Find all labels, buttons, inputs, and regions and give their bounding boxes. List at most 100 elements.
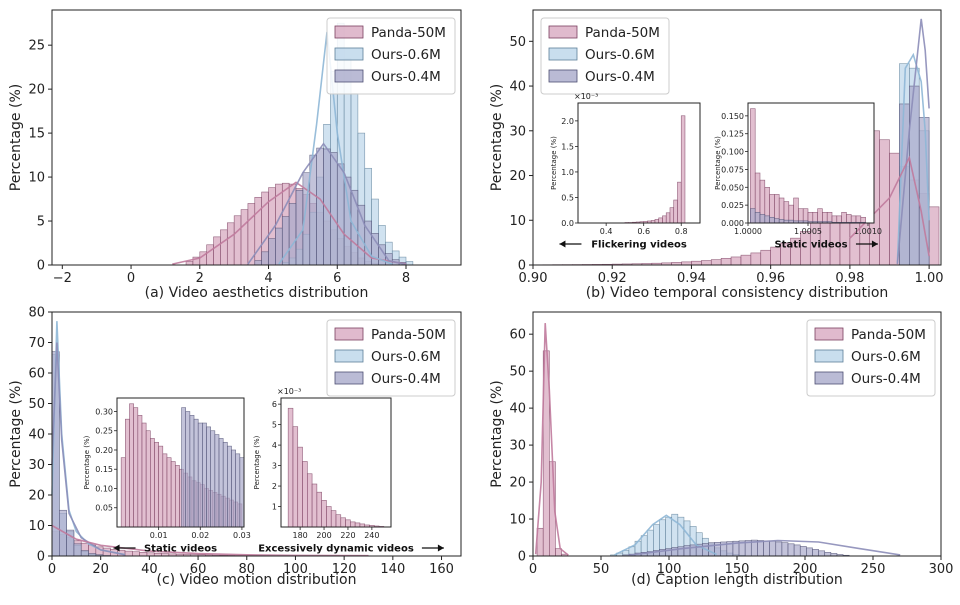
chart-a-xtick-label: 0 bbox=[127, 271, 135, 286]
chart-c-ytick-label: 50 bbox=[28, 397, 45, 412]
chart-b-legend: Panda-50M Ours-0.6M Ours-0.4M bbox=[540, 17, 670, 95]
inset-c2-scale-label: ×10⁻³ bbox=[277, 387, 301, 396]
inset-c2-bar-panda bbox=[335, 514, 342, 528]
chart-d-bar-ours04 bbox=[812, 549, 819, 557]
chart-a-legend-label-ours04: Ours-0.4M bbox=[371, 69, 441, 85]
chart-c-legend-label-ours04: Ours-0.4M bbox=[371, 371, 441, 387]
chart-c-bar-panda bbox=[132, 551, 140, 557]
inset-c1-bar-ours04 bbox=[185, 411, 191, 528]
inset-b2-bar-panda bbox=[850, 215, 857, 224]
chart-d-legend-swatch-panda bbox=[814, 327, 844, 341]
chart-d-xtick-label: 150 bbox=[725, 562, 750, 577]
inset-c1-bar-panda bbox=[145, 430, 151, 528]
chart-d-curve-ours04 bbox=[628, 539, 901, 557]
inset-c1-bar-panda bbox=[154, 441, 159, 528]
inset-b1-bar-panda bbox=[654, 219, 660, 224]
chart-c-curve-ours04 bbox=[51, 342, 126, 556]
inset-b2-bar-ours04 bbox=[778, 219, 785, 224]
inset-b2-ytick-label: 0.150 bbox=[721, 112, 744, 121]
chart-d-legend-label-panda: Panda-50M bbox=[851, 327, 926, 343]
chart-a-bar-ours04 bbox=[330, 152, 338, 266]
inset-b2-bar-panda bbox=[831, 215, 838, 224]
inset-c2-annotation: Excessively dynamic videos bbox=[258, 544, 414, 555]
inset-b2-bar-panda bbox=[817, 208, 823, 224]
chart-a-bar-panda bbox=[213, 236, 221, 266]
inset-c2-xtick-label: 240 bbox=[364, 531, 379, 540]
inset-c2-bar-panda bbox=[330, 510, 337, 528]
chart-d-bar-ours04 bbox=[757, 540, 764, 557]
inset-c1-bar-ours04 bbox=[193, 418, 199, 528]
inset-b2-arrowhead bbox=[871, 240, 878, 248]
chart-b-ytick-label: 0 bbox=[518, 259, 526, 274]
chart-a-bar-panda bbox=[233, 215, 242, 266]
chart-a-bar-ours06 bbox=[405, 261, 414, 266]
inset-b1-xtick-label: 0.6 bbox=[637, 227, 650, 236]
chart-b-curve-ours04 bbox=[896, 18, 930, 265]
inset-c1-bar-panda bbox=[129, 403, 134, 528]
chart-a-bar-ours04 bbox=[254, 260, 262, 266]
inset-b2-bar-ours04 bbox=[764, 215, 770, 224]
chart-c-legend-label-panda: Panda-50M bbox=[371, 327, 446, 343]
chart-a-curve-ours04 bbox=[247, 142, 407, 266]
inset-c1-annotation: Static videos bbox=[144, 544, 217, 555]
inset-b1-ytick-label: 0.0 bbox=[561, 219, 574, 228]
inset-b2-ytick-label: 0.125 bbox=[721, 130, 744, 139]
chart-c-bar-ours04 bbox=[80, 550, 89, 557]
chart-b-ylabel: Percentage (%) bbox=[489, 84, 505, 191]
inset-c1-ylabel: Percentage (%) bbox=[83, 435, 91, 489]
chart-c-ytick-label: 60 bbox=[28, 367, 45, 382]
inset-b2-ytick-label: 0.050 bbox=[721, 183, 744, 192]
chart-d-ytick-label: 0 bbox=[518, 550, 526, 565]
inset-c1-xtick-label: 0.03 bbox=[233, 531, 251, 540]
inset-b1-bar-panda bbox=[673, 199, 678, 224]
inset-b2-bar-panda bbox=[750, 108, 756, 224]
chart-b-xtick-label: 0.96 bbox=[756, 271, 785, 286]
chart-d-curve-panda bbox=[534, 323, 569, 556]
chart-d-ytick-label: 20 bbox=[509, 476, 526, 491]
chart-b-legend-swatch-panda bbox=[548, 25, 578, 39]
inset-c1: 0.01 0.02 0.03 0.05 0.10 0.15 0.20 0.25 0.30 Perc… bbox=[83, 397, 251, 555]
inset-b2-bar-ours04 bbox=[754, 211, 761, 224]
chart-a-legend-label-ours06: Ours-0.6M bbox=[371, 47, 441, 63]
inset-c1-frame bbox=[116, 397, 245, 528]
chart-a-bar-panda bbox=[206, 244, 214, 266]
chart-c-xtick-label: 120 bbox=[332, 562, 357, 577]
chart-a-bar-ours04 bbox=[316, 147, 324, 266]
inset-b2-bar-panda bbox=[793, 197, 799, 224]
inset-c2-bar-panda bbox=[321, 500, 327, 528]
chart-b-curve-panda bbox=[849, 155, 930, 257]
inset-b2-ytick-label: 0.100 bbox=[721, 148, 744, 157]
inset-c1-bar-ours04 bbox=[189, 415, 195, 528]
chart-b-legend-label-ours06: Ours-0.6M bbox=[585, 47, 655, 63]
chart-a-ytick-label: 15 bbox=[28, 127, 45, 142]
chart-a-xtick-label: 6 bbox=[333, 271, 341, 286]
chart-c-ytick-label: 30 bbox=[28, 458, 45, 473]
chart-b-xtick-label: 1.00 bbox=[915, 271, 944, 286]
inset-b1-ylabel: Percentage (%) bbox=[550, 136, 558, 190]
inset-b2-xtick-label: 1.0010 bbox=[854, 227, 882, 236]
inset-c1-bar-ours04 bbox=[206, 426, 211, 528]
inset-c2-bar-panda bbox=[350, 521, 356, 528]
chart-a-ytick-label: 5 bbox=[37, 215, 45, 230]
chart-d-legend-label-ours06: Ours-0.6M bbox=[851, 349, 921, 365]
chart-d-legend-label-ours04: Ours-0.4M bbox=[851, 371, 921, 387]
chart-d-bar-ours04 bbox=[763, 540, 770, 557]
chart-b-bar-panda bbox=[730, 256, 742, 266]
chart-b-legend-label-panda: Panda-50M bbox=[585, 25, 660, 41]
chart-d-xtick-label: 0 bbox=[529, 562, 537, 577]
inset-b1-xtick-label: 0.4 bbox=[600, 227, 613, 236]
chart-d-ytick-label: 50 bbox=[509, 365, 526, 380]
inset-b2-bar-ours04 bbox=[774, 218, 780, 224]
chart-d-bar-ours04 bbox=[799, 546, 807, 557]
inset-c1-arrowhead bbox=[113, 544, 120, 552]
inset-c1-bar-ours04 bbox=[197, 422, 203, 528]
inset-b2-annotation: Static videos bbox=[774, 240, 847, 251]
chart-d-legend: Panda-50M Ours-0.6M Ours-0.4M bbox=[806, 319, 936, 397]
inset-c1-bar-panda bbox=[137, 415, 143, 528]
chart-c-xtick-label: 100 bbox=[283, 562, 308, 577]
inset-c2-bar-panda bbox=[316, 491, 322, 528]
chart-d-bar-ours04 bbox=[818, 550, 826, 557]
chart-a-xtick-label: 2 bbox=[196, 271, 204, 286]
chart-b-bar-panda bbox=[740, 254, 752, 266]
chart-a-curve-panda bbox=[172, 181, 407, 265]
